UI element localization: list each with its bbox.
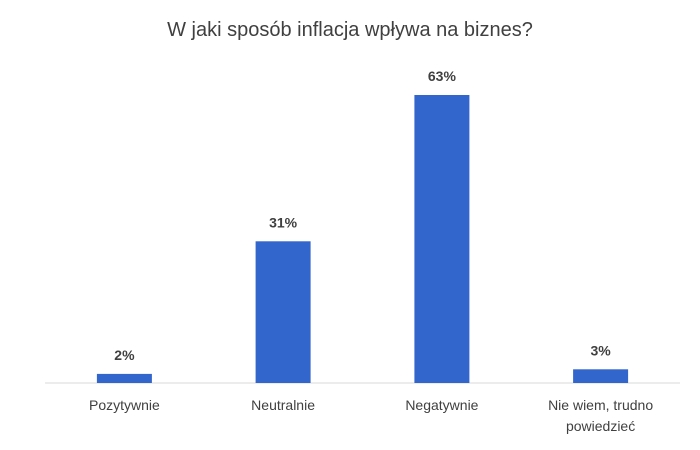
x-tick-label-line-4-2: powiedzieć bbox=[566, 418, 635, 434]
data-label-4: 3% bbox=[590, 342, 611, 358]
bar-1 bbox=[96, 373, 152, 383]
x-tick-label-line-4-1: Nie wiem, trudno bbox=[548, 397, 653, 413]
chart-title: W jaki sposób inflacja wpływa na biznes? bbox=[167, 19, 533, 41]
bars-group bbox=[96, 95, 629, 383]
x-tick-label-1: Pozytywnie bbox=[89, 397, 160, 413]
x-tick-label-line-2-1: Neutralnie bbox=[251, 397, 315, 413]
bar-2 bbox=[255, 241, 311, 383]
data-label-2: 31% bbox=[269, 214, 298, 230]
x-tick-label-line-1-1: Pozytywnie bbox=[89, 397, 160, 413]
x-tick-label-2: Neutralnie bbox=[251, 397, 315, 413]
data-labels-group: 2% 31% 63% 3% bbox=[114, 68, 611, 363]
bar-4 bbox=[573, 369, 629, 383]
bar-3 bbox=[414, 95, 470, 383]
data-label-3: 63% bbox=[428, 68, 457, 84]
x-tick-label-line-3-1: Negatywnie bbox=[405, 397, 478, 413]
data-label-1: 2% bbox=[114, 347, 135, 363]
tick-labels-group: Pozytywnie Neutralnie Negatywnie Nie wiem, … bbox=[89, 397, 653, 434]
x-tick-label-4: Nie wiem, trudno powiedzieć bbox=[548, 397, 653, 434]
x-tick-label-3: Negatywnie bbox=[405, 397, 478, 413]
